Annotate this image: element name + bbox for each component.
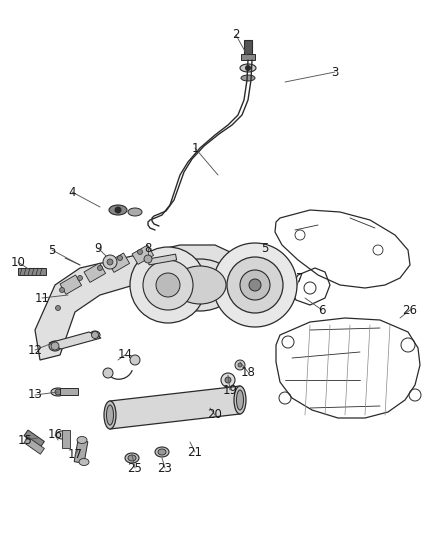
Polygon shape bbox=[49, 332, 101, 349]
Polygon shape bbox=[110, 386, 240, 429]
Ellipse shape bbox=[158, 449, 166, 455]
Ellipse shape bbox=[106, 405, 113, 425]
Text: 12: 12 bbox=[28, 343, 42, 357]
Bar bbox=[84, 263, 106, 282]
Circle shape bbox=[138, 249, 142, 254]
Bar bbox=[241, 54, 255, 60]
Text: 15: 15 bbox=[18, 433, 32, 447]
Circle shape bbox=[238, 363, 242, 367]
Circle shape bbox=[227, 257, 283, 313]
Circle shape bbox=[245, 65, 251, 71]
Text: 21: 21 bbox=[187, 446, 202, 458]
Circle shape bbox=[221, 373, 235, 387]
Ellipse shape bbox=[56, 431, 68, 439]
Text: 9: 9 bbox=[94, 241, 102, 254]
Text: 14: 14 bbox=[117, 349, 133, 361]
Ellipse shape bbox=[128, 208, 142, 216]
Ellipse shape bbox=[90, 331, 100, 339]
Circle shape bbox=[249, 279, 261, 291]
Ellipse shape bbox=[79, 458, 89, 465]
Text: 6: 6 bbox=[318, 303, 326, 317]
Ellipse shape bbox=[165, 259, 235, 311]
Circle shape bbox=[240, 270, 270, 300]
Circle shape bbox=[225, 377, 231, 383]
Circle shape bbox=[98, 265, 102, 271]
Ellipse shape bbox=[104, 401, 116, 429]
Circle shape bbox=[107, 259, 113, 265]
Ellipse shape bbox=[125, 453, 139, 463]
Polygon shape bbox=[35, 245, 230, 360]
Text: 8: 8 bbox=[144, 241, 152, 254]
Bar bbox=[244, 40, 252, 56]
Text: 13: 13 bbox=[28, 389, 42, 401]
Bar bbox=[24, 437, 44, 454]
Ellipse shape bbox=[241, 75, 255, 81]
Text: 2: 2 bbox=[232, 28, 240, 42]
Ellipse shape bbox=[155, 447, 169, 457]
Circle shape bbox=[78, 276, 82, 280]
Circle shape bbox=[156, 273, 180, 297]
Text: 3: 3 bbox=[331, 66, 339, 78]
Circle shape bbox=[114, 206, 121, 214]
Text: 19: 19 bbox=[223, 384, 237, 397]
Bar bbox=[24, 430, 44, 447]
Bar bbox=[148, 254, 177, 265]
Bar bbox=[60, 388, 78, 395]
Text: 5: 5 bbox=[48, 244, 56, 256]
Text: 18: 18 bbox=[240, 366, 255, 378]
Circle shape bbox=[130, 355, 140, 365]
Ellipse shape bbox=[128, 455, 136, 461]
Bar bbox=[108, 253, 130, 272]
Ellipse shape bbox=[174, 266, 226, 304]
Circle shape bbox=[144, 255, 152, 263]
Circle shape bbox=[213, 243, 297, 327]
Text: 25: 25 bbox=[127, 462, 142, 474]
Ellipse shape bbox=[49, 341, 61, 351]
Text: 5: 5 bbox=[261, 241, 268, 254]
Circle shape bbox=[55, 389, 61, 395]
Circle shape bbox=[51, 342, 59, 350]
Bar bbox=[60, 275, 81, 294]
Ellipse shape bbox=[109, 205, 127, 215]
Text: 26: 26 bbox=[403, 303, 417, 317]
Text: 11: 11 bbox=[35, 292, 49, 304]
Ellipse shape bbox=[237, 390, 244, 410]
Text: 23: 23 bbox=[158, 462, 173, 474]
Circle shape bbox=[60, 287, 64, 293]
Text: 7: 7 bbox=[296, 271, 304, 285]
Bar bbox=[132, 245, 154, 264]
Text: 1: 1 bbox=[191, 141, 199, 155]
Text: 10: 10 bbox=[11, 255, 25, 269]
Text: 20: 20 bbox=[208, 408, 223, 422]
Circle shape bbox=[103, 368, 113, 378]
Text: 16: 16 bbox=[47, 429, 63, 441]
Circle shape bbox=[92, 332, 99, 338]
Circle shape bbox=[130, 247, 206, 323]
Bar bbox=[18, 268, 46, 275]
Ellipse shape bbox=[51, 388, 65, 396]
Text: 4: 4 bbox=[68, 185, 76, 198]
Ellipse shape bbox=[240, 64, 256, 72]
Text: 17: 17 bbox=[67, 448, 82, 462]
Bar bbox=[74, 440, 88, 463]
Circle shape bbox=[56, 305, 60, 311]
Circle shape bbox=[103, 255, 117, 269]
Circle shape bbox=[235, 360, 245, 370]
Bar bbox=[62, 430, 70, 448]
Circle shape bbox=[117, 255, 123, 261]
Ellipse shape bbox=[234, 386, 246, 414]
Ellipse shape bbox=[77, 437, 87, 443]
Circle shape bbox=[143, 260, 193, 310]
